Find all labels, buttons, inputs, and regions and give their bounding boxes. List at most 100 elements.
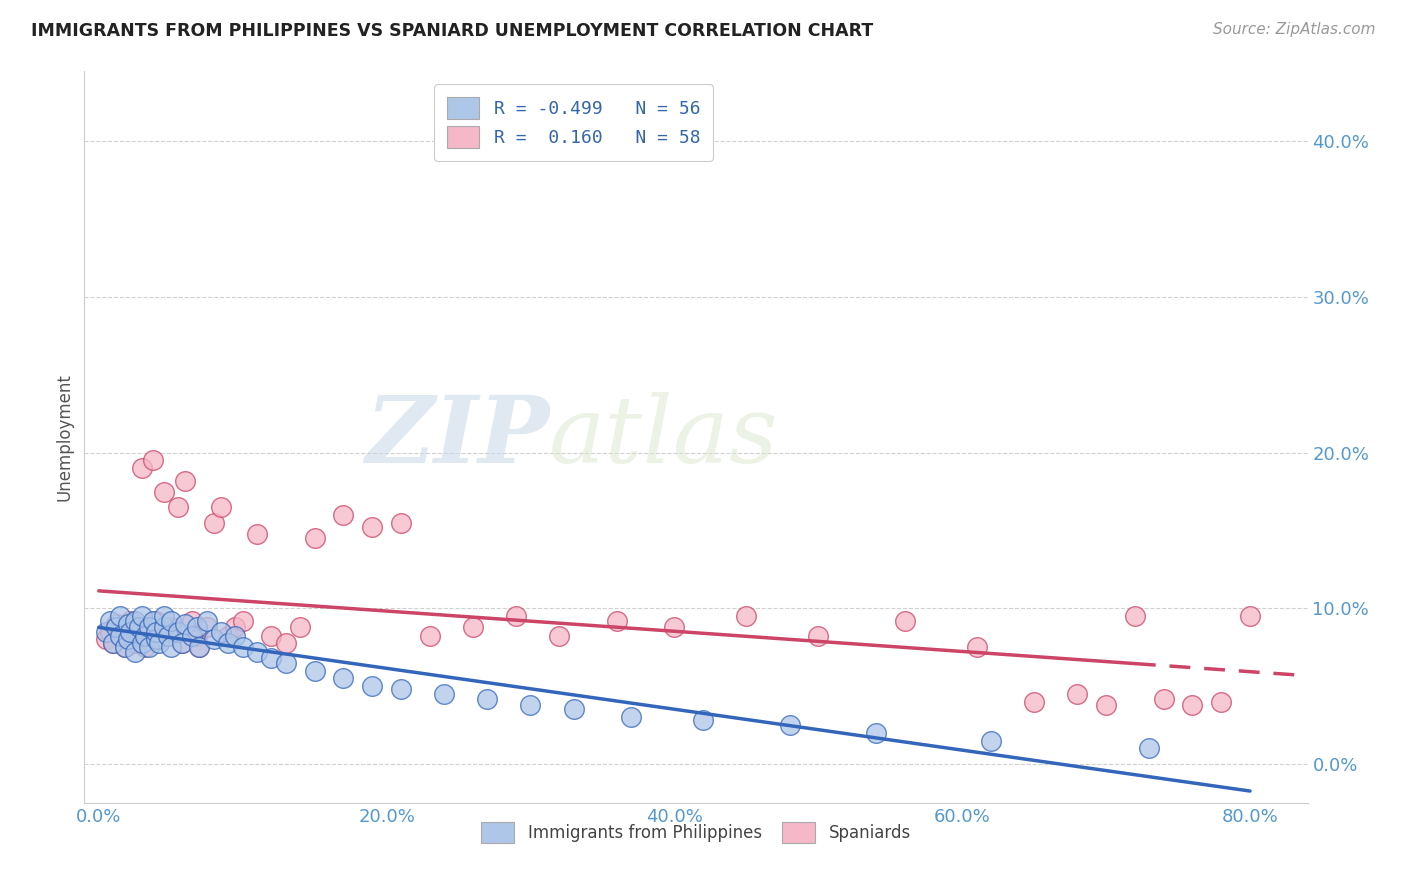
- Point: [606, 614, 628, 628]
- Point: [131, 461, 153, 475]
- Point: [114, 640, 136, 655]
- Point: [156, 624, 179, 639]
- Point: [174, 616, 197, 631]
- Point: [260, 629, 283, 643]
- Point: [152, 484, 174, 499]
- Y-axis label: Unemployment: Unemployment: [55, 373, 73, 501]
- Point: [98, 624, 121, 639]
- Point: [202, 632, 225, 647]
- Point: [128, 620, 150, 634]
- Point: [152, 609, 174, 624]
- Point: [807, 629, 830, 643]
- Point: [138, 620, 160, 634]
- Point: [167, 500, 190, 515]
- Point: [110, 609, 132, 624]
- Point: [274, 635, 297, 649]
- Point: [195, 620, 218, 634]
- Point: [260, 651, 283, 665]
- Point: [138, 620, 160, 634]
- Point: [174, 474, 197, 488]
- Point: [98, 614, 121, 628]
- Point: [1095, 698, 1118, 712]
- Point: [114, 640, 136, 655]
- Point: [1123, 609, 1146, 624]
- Point: [735, 609, 758, 624]
- Point: [159, 640, 181, 655]
- Point: [389, 682, 412, 697]
- Point: [105, 616, 128, 631]
- Point: [124, 614, 146, 628]
- Point: [110, 629, 132, 643]
- Point: [274, 656, 297, 670]
- Point: [893, 614, 915, 628]
- Point: [167, 624, 190, 639]
- Point: [131, 609, 153, 624]
- Point: [117, 632, 139, 647]
- Point: [519, 698, 541, 712]
- Point: [131, 635, 153, 649]
- Point: [142, 453, 165, 467]
- Point: [620, 710, 643, 724]
- Point: [145, 632, 167, 647]
- Point: [128, 629, 150, 643]
- Point: [548, 629, 571, 643]
- Point: [120, 624, 142, 639]
- Point: [181, 614, 204, 628]
- Point: [980, 733, 1002, 747]
- Point: [142, 614, 165, 628]
- Point: [361, 679, 384, 693]
- Point: [304, 531, 326, 545]
- Point: [202, 516, 225, 530]
- Point: [1137, 741, 1160, 756]
- Text: atlas: atlas: [550, 392, 779, 482]
- Point: [120, 614, 142, 628]
- Point: [124, 645, 146, 659]
- Point: [148, 632, 170, 647]
- Point: [94, 624, 117, 639]
- Point: [332, 671, 354, 685]
- Point: [1024, 695, 1046, 709]
- Point: [209, 624, 232, 639]
- Point: [124, 624, 146, 639]
- Point: [332, 508, 354, 522]
- Point: [156, 629, 179, 643]
- Text: IMMIGRANTS FROM PHILIPPINES VS SPANIARD UNEMPLOYMENT CORRELATION CHART: IMMIGRANTS FROM PHILIPPINES VS SPANIARD …: [31, 22, 873, 40]
- Point: [217, 635, 239, 649]
- Point: [110, 629, 132, 643]
- Point: [1211, 695, 1233, 709]
- Legend: Immigrants from Philippines, Spaniards: Immigrants from Philippines, Spaniards: [474, 815, 918, 849]
- Point: [246, 645, 269, 659]
- Point: [195, 614, 218, 628]
- Point: [124, 635, 146, 649]
- Point: [232, 614, 254, 628]
- Point: [145, 624, 167, 639]
- Point: [419, 629, 441, 643]
- Text: Source: ZipAtlas.com: Source: ZipAtlas.com: [1212, 22, 1375, 37]
- Point: [186, 620, 208, 634]
- Point: [224, 629, 246, 643]
- Point: [224, 620, 246, 634]
- Point: [188, 640, 211, 655]
- Point: [389, 516, 412, 530]
- Point: [94, 632, 117, 647]
- Point: [101, 635, 124, 649]
- Point: [505, 609, 527, 624]
- Point: [232, 640, 254, 655]
- Point: [172, 635, 194, 649]
- Point: [172, 635, 194, 649]
- Point: [779, 718, 801, 732]
- Point: [186, 629, 208, 643]
- Point: [664, 620, 686, 634]
- Point: [105, 620, 128, 634]
- Point: [433, 687, 456, 701]
- Point: [290, 620, 312, 634]
- Point: [217, 629, 239, 643]
- Point: [134, 640, 156, 655]
- Point: [562, 702, 585, 716]
- Point: [145, 614, 167, 628]
- Point: [246, 526, 269, 541]
- Point: [117, 616, 139, 631]
- Point: [1153, 691, 1175, 706]
- Point: [188, 640, 211, 655]
- Point: [101, 635, 124, 649]
